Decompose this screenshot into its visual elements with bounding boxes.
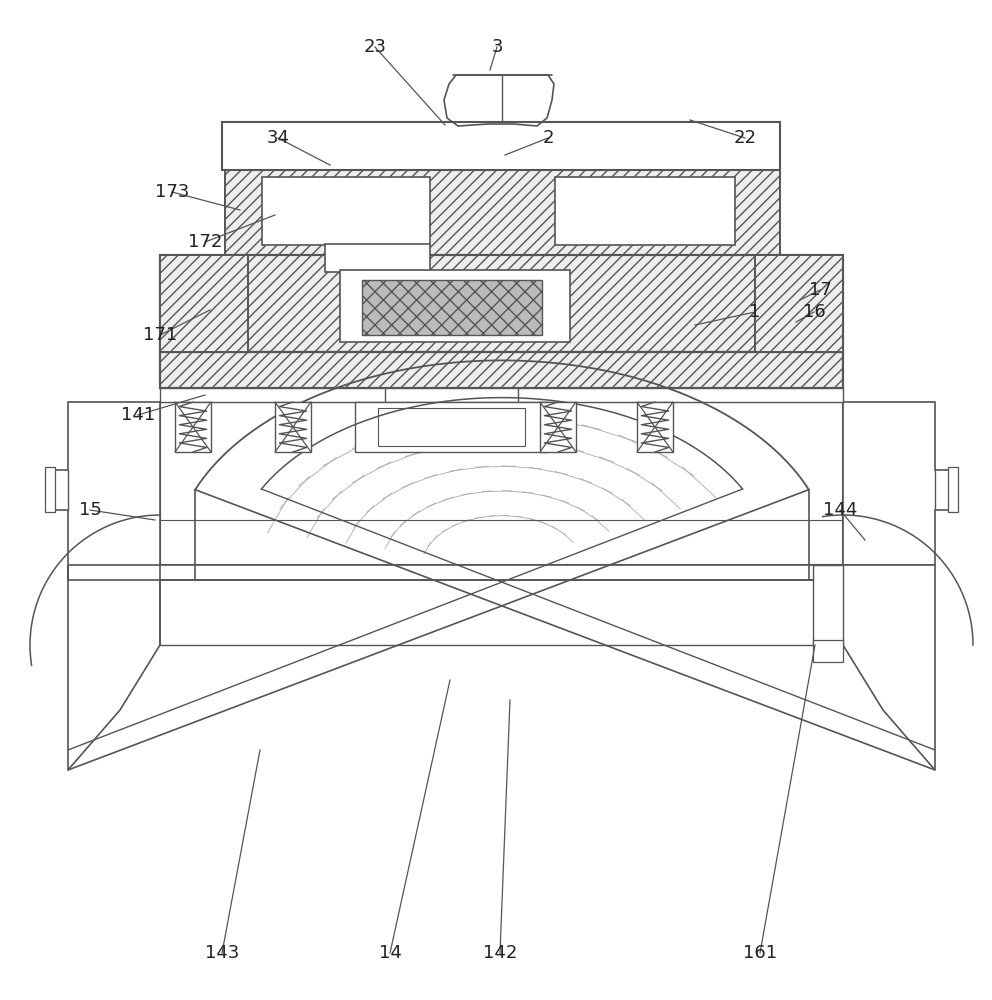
Bar — [340, 270, 570, 342]
Bar — [275, 402, 311, 452]
Text: 23: 23 — [363, 38, 387, 56]
Text: 1: 1 — [749, 303, 761, 321]
Text: 16: 16 — [803, 303, 825, 321]
Bar — [378, 408, 525, 446]
Bar — [948, 467, 958, 512]
Bar — [540, 402, 576, 452]
Text: 14: 14 — [379, 944, 402, 962]
Bar — [362, 280, 542, 335]
Text: 161: 161 — [743, 944, 777, 962]
Bar — [160, 402, 843, 565]
Text: 3: 3 — [491, 38, 503, 56]
Text: 34: 34 — [267, 129, 290, 147]
Bar — [222, 122, 780, 170]
Bar — [755, 255, 843, 352]
Text: 172: 172 — [187, 233, 222, 251]
Bar — [813, 640, 843, 662]
Bar — [160, 255, 843, 352]
Text: 22: 22 — [733, 129, 757, 147]
Text: 141: 141 — [121, 406, 155, 424]
Text: 142: 142 — [483, 944, 517, 962]
Polygon shape — [68, 565, 160, 770]
Bar — [160, 255, 248, 352]
Bar — [225, 170, 780, 255]
Bar — [755, 255, 843, 352]
Bar — [160, 255, 248, 352]
Text: 171: 171 — [143, 326, 178, 344]
Polygon shape — [52, 402, 160, 565]
Text: 143: 143 — [204, 944, 239, 962]
Bar — [813, 565, 843, 645]
Polygon shape — [843, 565, 935, 770]
Bar — [555, 177, 735, 245]
Bar — [160, 388, 843, 402]
Polygon shape — [843, 402, 950, 565]
Bar — [160, 255, 843, 352]
Bar — [175, 402, 211, 452]
Text: 173: 173 — [155, 183, 189, 201]
Text: 2: 2 — [543, 129, 554, 147]
Text: 15: 15 — [78, 501, 101, 519]
Text: 17: 17 — [808, 281, 831, 299]
Bar — [160, 352, 843, 388]
Bar — [325, 244, 430, 272]
Bar — [45, 467, 55, 512]
Bar — [225, 170, 780, 255]
Bar — [355, 402, 548, 452]
Text: 144: 144 — [822, 501, 857, 519]
Bar — [262, 177, 430, 245]
Bar — [160, 352, 843, 388]
Bar — [637, 402, 673, 452]
Bar — [160, 565, 843, 580]
